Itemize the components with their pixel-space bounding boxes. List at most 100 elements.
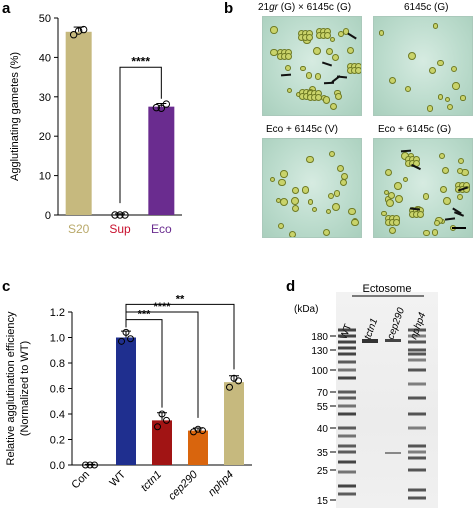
- band-wt: [338, 412, 356, 416]
- band-cep290: [385, 452, 401, 454]
- significance-label: ***: [138, 309, 152, 321]
- cell: [330, 102, 338, 110]
- micrograph-top-left: [262, 16, 362, 116]
- y-axis-label: Agglutinating gametes (%): [9, 52, 21, 181]
- cell: [287, 87, 293, 94]
- chart-c-relative-agglutination: 0.0 0.2 0.4 0.6 0.8 1.0 1.2 Relative agglutinat…: [5, 293, 252, 503]
- band-wt: [338, 360, 356, 364]
- band-nphp4: [408, 488, 426, 492]
- cell: [301, 186, 310, 195]
- cell-cluster: [354, 66, 361, 74]
- significance-label: ****: [131, 54, 150, 68]
- cell: [388, 226, 397, 235]
- cell: [289, 230, 297, 237]
- data-point: [152, 103, 161, 112]
- arrow-marker: [444, 217, 455, 221]
- x-tick-label-sup: Sup: [109, 222, 131, 236]
- data-point: [118, 337, 125, 345]
- band-nphp4: [408, 334, 426, 338]
- cell: [440, 185, 447, 193]
- cell: [280, 170, 288, 178]
- arrow-marker: [347, 32, 358, 40]
- data-point: [116, 211, 124, 219]
- y-tick-label: 0.4: [50, 409, 65, 421]
- cell: [270, 26, 278, 34]
- scale-bar: [452, 227, 466, 229]
- cell: [334, 92, 343, 101]
- cell: [433, 219, 440, 226]
- cell: [326, 47, 333, 55]
- band-wt: [338, 346, 356, 350]
- data-point: [163, 416, 170, 424]
- data-point: [127, 335, 134, 343]
- band-wt: [338, 328, 356, 332]
- cell: [452, 82, 460, 90]
- x-tick-label-wt: WT: [108, 468, 129, 489]
- x-tick-label-con: Con: [69, 469, 92, 492]
- panel-letter-b: b: [224, 0, 234, 17]
- cell: [340, 173, 349, 181]
- cell: [277, 223, 285, 230]
- marker-label-180: 180: [311, 332, 328, 343]
- cell: [460, 95, 466, 101]
- cell: [394, 182, 403, 190]
- cell: [343, 28, 350, 35]
- cell: [312, 206, 318, 212]
- y-tick-label: 0.0: [50, 460, 65, 472]
- cell: [278, 178, 286, 187]
- bar-cep290: [188, 430, 208, 465]
- cell: [331, 53, 339, 61]
- band-wt: [338, 368, 356, 372]
- cell: [300, 65, 306, 72]
- cell: [445, 96, 451, 103]
- cell: [429, 66, 437, 74]
- gel-title: Ectosome: [363, 283, 412, 295]
- band-wt: [338, 396, 356, 400]
- arrow-marker: [280, 73, 291, 77]
- data-point: [79, 25, 88, 34]
- cell: [327, 192, 335, 200]
- significance-bracket: [119, 66, 162, 204]
- y-axis-label: Relative agglutination efficiency: [5, 311, 17, 465]
- cell: [395, 194, 404, 203]
- cell: [431, 229, 439, 236]
- band-nphp4: [408, 456, 426, 460]
- micrograph-label-top-right: 6145c (G): [404, 2, 449, 13]
- cell: [387, 191, 396, 199]
- cell-cluster: [305, 34, 313, 42]
- lane-label-cep290: cep290: [385, 306, 407, 341]
- band-nphp4: [408, 340, 426, 344]
- band-wt: [338, 484, 356, 488]
- cell: [400, 152, 409, 161]
- cell: [325, 208, 331, 214]
- data-point: [199, 427, 206, 435]
- bar-s20: [65, 31, 92, 216]
- cell: [290, 197, 299, 206]
- cell: [328, 150, 335, 157]
- cell: [432, 23, 439, 29]
- panel-letter-c: c: [2, 278, 11, 295]
- data-point: [121, 211, 129, 219]
- cell: [336, 164, 345, 173]
- cell: [456, 167, 464, 175]
- band-wt: [338, 334, 356, 338]
- band-wt: [338, 450, 356, 454]
- band-nphp4: [408, 496, 426, 500]
- cell: [280, 198, 289, 207]
- cell-cluster: [324, 31, 332, 39]
- cell-cluster: [417, 211, 425, 219]
- micrograph-bottom-right: [373, 138, 473, 238]
- band-wt: [338, 352, 356, 356]
- data-point: [74, 27, 83, 35]
- marker-label-130: 130: [311, 346, 328, 357]
- y-tick-label: 1.0: [50, 333, 65, 345]
- cell: [378, 30, 385, 36]
- cell: [269, 176, 275, 182]
- data-point: [158, 410, 166, 418]
- cell: [403, 176, 409, 182]
- data-point: [162, 100, 171, 108]
- cell: [422, 193, 429, 200]
- band-wt: [338, 340, 356, 344]
- band-wt: [338, 426, 356, 430]
